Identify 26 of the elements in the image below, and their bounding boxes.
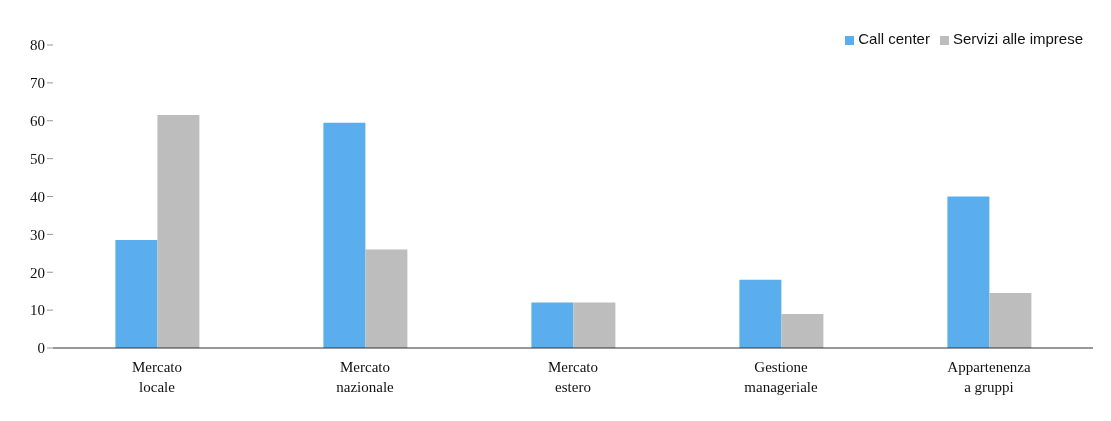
bar <box>531 302 574 348</box>
y-tick-label: 80 <box>30 37 45 54</box>
x-tick-label: Appartenenza a gruppi <box>947 359 1031 395</box>
bar <box>739 279 782 348</box>
bar <box>989 293 1032 348</box>
bar <box>157 115 200 348</box>
x-tick-label: Mercato estero <box>548 359 598 395</box>
y-tick-label: 0 <box>37 340 45 357</box>
x-tick-label: Gestione manageriale <box>744 359 818 395</box>
bar <box>323 122 366 348</box>
y-tick-label: 70 <box>30 75 45 92</box>
legend-label: Call center <box>858 30 930 47</box>
legend-label: Servizi alle imprese <box>952 30 1083 47</box>
y-tick-label: 60 <box>30 113 45 130</box>
x-tick-label: Mercato nazionale <box>336 359 395 395</box>
bar <box>365 249 408 348</box>
y-tick-label: 50 <box>30 150 45 167</box>
bar <box>573 302 616 348</box>
y-tick-label: 40 <box>30 188 45 205</box>
y-tick-label: 30 <box>30 226 45 243</box>
bar <box>947 196 990 348</box>
y-tick-label: 10 <box>30 302 45 319</box>
bar <box>115 240 158 348</box>
x-tick-label: Mercato locale <box>132 359 182 395</box>
y-tick-label: 20 <box>30 264 45 281</box>
bar <box>781 313 824 348</box>
